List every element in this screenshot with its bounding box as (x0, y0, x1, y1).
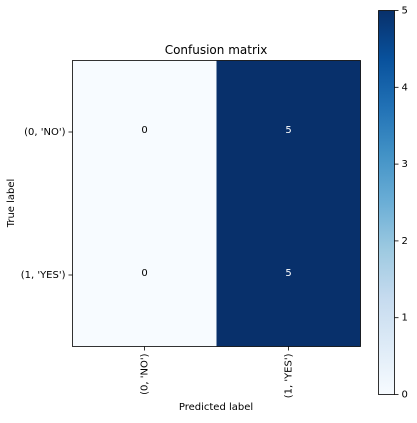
matrix-cell (72, 203, 217, 347)
matrix-cell-value: 5 (285, 125, 291, 136)
x-axis-ticks: (0, 'NO') (1, 'YES') (140, 346, 295, 398)
matrix-cell-value: 0 (141, 268, 147, 279)
y-axis-label: True label (6, 179, 17, 229)
plot-frame (72, 60, 361, 347)
x-axis-label: Predicted label (179, 402, 253, 413)
colorbar-ticks: 0 1 2 3 4 5 (394, 6, 408, 401)
chart-title: Confusion matrix (165, 43, 268, 57)
colorbar-tick-label: 2 (402, 236, 408, 247)
matrix-cell (216, 203, 361, 347)
matrix-cell-value: 5 (285, 268, 291, 279)
y-tick-label: (0, 'NO') (24, 127, 65, 138)
colorbar (378, 10, 395, 395)
y-axis-ticks: (0, 'NO') (1, 'YES') (21, 127, 73, 281)
colorbar-tick-label: 1 (402, 313, 408, 324)
matrix-cell-labels: 0 5 0 5 (141, 125, 291, 279)
x-tick-label: (0, 'NO') (140, 353, 151, 394)
colorbar-tick-label: 0 (402, 390, 408, 401)
colorbar-tick-label: 5 (402, 6, 408, 17)
matrix-cells (72, 60, 361, 347)
matrix-cell (72, 60, 217, 204)
x-tick-label: (1, 'YES') (284, 353, 295, 398)
matrix-cell-value: 0 (141, 125, 147, 136)
colorbar-tick-label: 4 (402, 82, 408, 93)
y-tick-label: (1, 'YES') (21, 270, 66, 281)
matrix-cell (216, 60, 361, 204)
colorbar-tick-label: 3 (402, 159, 408, 170)
